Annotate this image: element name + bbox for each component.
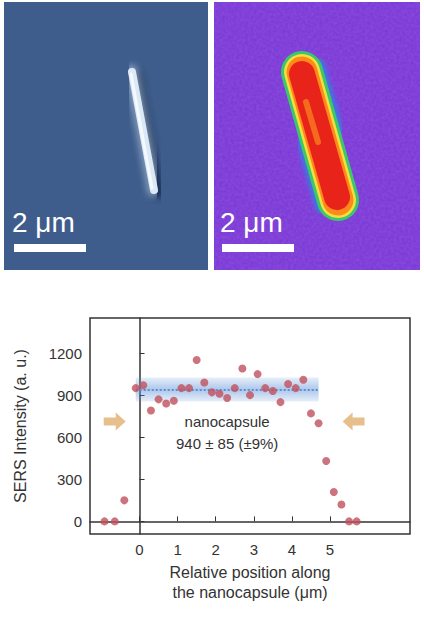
svg-text:nanocapsule: nanocapsule: [185, 413, 270, 430]
svg-text:1: 1: [173, 541, 181, 558]
svg-text:3: 3: [250, 541, 258, 558]
svg-text:2 μm: 2 μm: [12, 207, 75, 238]
svg-text:5: 5: [326, 541, 334, 558]
svg-text:SERS Intensity (a. u.): SERS Intensity (a. u.): [12, 349, 29, 503]
svg-text:2 μm: 2 μm: [220, 207, 283, 238]
svg-text:300: 300: [57, 471, 82, 488]
svg-text:2: 2: [212, 541, 220, 558]
svg-text:0: 0: [135, 541, 143, 558]
svg-text:Relative position along: Relative position along: [170, 564, 331, 581]
svg-text:900: 900: [57, 387, 82, 404]
svg-text:940 ± 85 (±9%): 940 ± 85 (±9%): [176, 435, 278, 452]
svg-text:600: 600: [57, 429, 82, 446]
svg-text:4: 4: [288, 541, 296, 558]
svg-text:the nanocapsule (μm): the nanocapsule (μm): [172, 584, 327, 601]
svg-text:1200: 1200: [49, 345, 82, 362]
svg-text:0: 0: [74, 513, 82, 530]
